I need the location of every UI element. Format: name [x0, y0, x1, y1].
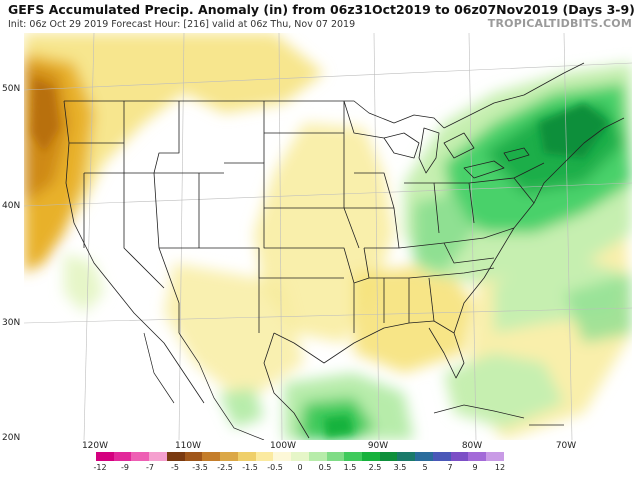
- colorbar-swatch: [415, 452, 433, 461]
- colorbar-tick-label: -12: [93, 463, 107, 472]
- colorbar-swatch: [237, 452, 256, 461]
- colorbar-tick-label: 9: [472, 463, 478, 472]
- colorbar-swatch: [397, 452, 416, 461]
- lon-label-90w: 90W: [367, 441, 389, 451]
- colorbar-swatch: [468, 452, 487, 461]
- colorbar-tick-label: 2.5: [368, 463, 382, 472]
- colorbar-swatch: [326, 452, 345, 461]
- colorbar-tick-label: 7: [447, 463, 453, 472]
- colorbar-swatch: [291, 452, 309, 461]
- mexico-caribbean-coast: [143, 332, 564, 440]
- lon-label-80w: 80W: [461, 441, 483, 451]
- colorbar-swatch: [131, 452, 150, 461]
- colorbar-tick-label: 12: [494, 463, 506, 472]
- colorbar-swatch: [166, 452, 185, 461]
- lon-label-70w: 70W: [555, 441, 577, 451]
- lat-label-50n: 50N: [2, 84, 21, 94]
- colorbar-tick-label: -3.5: [192, 463, 208, 472]
- precip-anomaly-map: [24, 33, 632, 440]
- colorbar-tick-label: -5: [171, 463, 179, 472]
- colorbar: [96, 452, 504, 461]
- colorbar-swatch: [379, 452, 398, 461]
- boundaries: [63, 62, 625, 439]
- colorbar-tick-label: -9: [121, 463, 129, 472]
- colorbar-swatch: [308, 452, 327, 461]
- colorbar-tick-label: 0: [297, 463, 303, 472]
- map-subtitle: Init: 06z Oct 29 2019 Forecast Hour: [21…: [8, 19, 356, 30]
- colorbar-swatch: [149, 452, 167, 461]
- colorbar-tick-label: -7: [146, 463, 154, 472]
- colorbar-tick-label: 5: [422, 463, 428, 472]
- colorbar-tick-label: -1.5: [242, 463, 258, 472]
- brand-watermark: TROPICALTIDBITS.COM: [487, 17, 632, 30]
- anomaly-detail: [32, 78, 609, 438]
- colorbar-tick-label: 0.5: [318, 463, 332, 472]
- colorbar-swatch: [255, 452, 274, 461]
- colorbar-swatch: [202, 452, 221, 461]
- colorbar-swatch: [450, 452, 469, 461]
- map-title: GEFS Accumulated Precip. Anomaly (in) fr…: [8, 2, 635, 17]
- lon-label-120w: 120W: [81, 441, 109, 451]
- colorbar-swatch: [362, 452, 380, 461]
- colorbar-swatch: [113, 452, 132, 461]
- lon-label-110w: 110W: [174, 441, 202, 451]
- colorbar-tick-label: 1.5: [343, 463, 357, 472]
- lon-label-100w: 100W: [269, 441, 297, 451]
- colorbar-swatch: [184, 452, 203, 461]
- colorbar-swatch: [486, 452, 504, 461]
- colorbar-swatch: [273, 452, 292, 461]
- lat-label-30n: 30N: [2, 318, 21, 328]
- colorbar-swatch: [220, 452, 238, 461]
- colorbar-swatch: [96, 452, 114, 461]
- colorbar-tick-label: -2.5: [217, 463, 233, 472]
- colorbar-tick-label: 3.5: [393, 463, 407, 472]
- colorbar-swatch: [344, 452, 363, 461]
- lat-label-40n: 40N: [2, 201, 21, 211]
- colorbar-swatch: [432, 452, 451, 461]
- lat-label-20n: 20N: [2, 433, 21, 443]
- colorbar-tick-label: -0.5: [267, 463, 283, 472]
